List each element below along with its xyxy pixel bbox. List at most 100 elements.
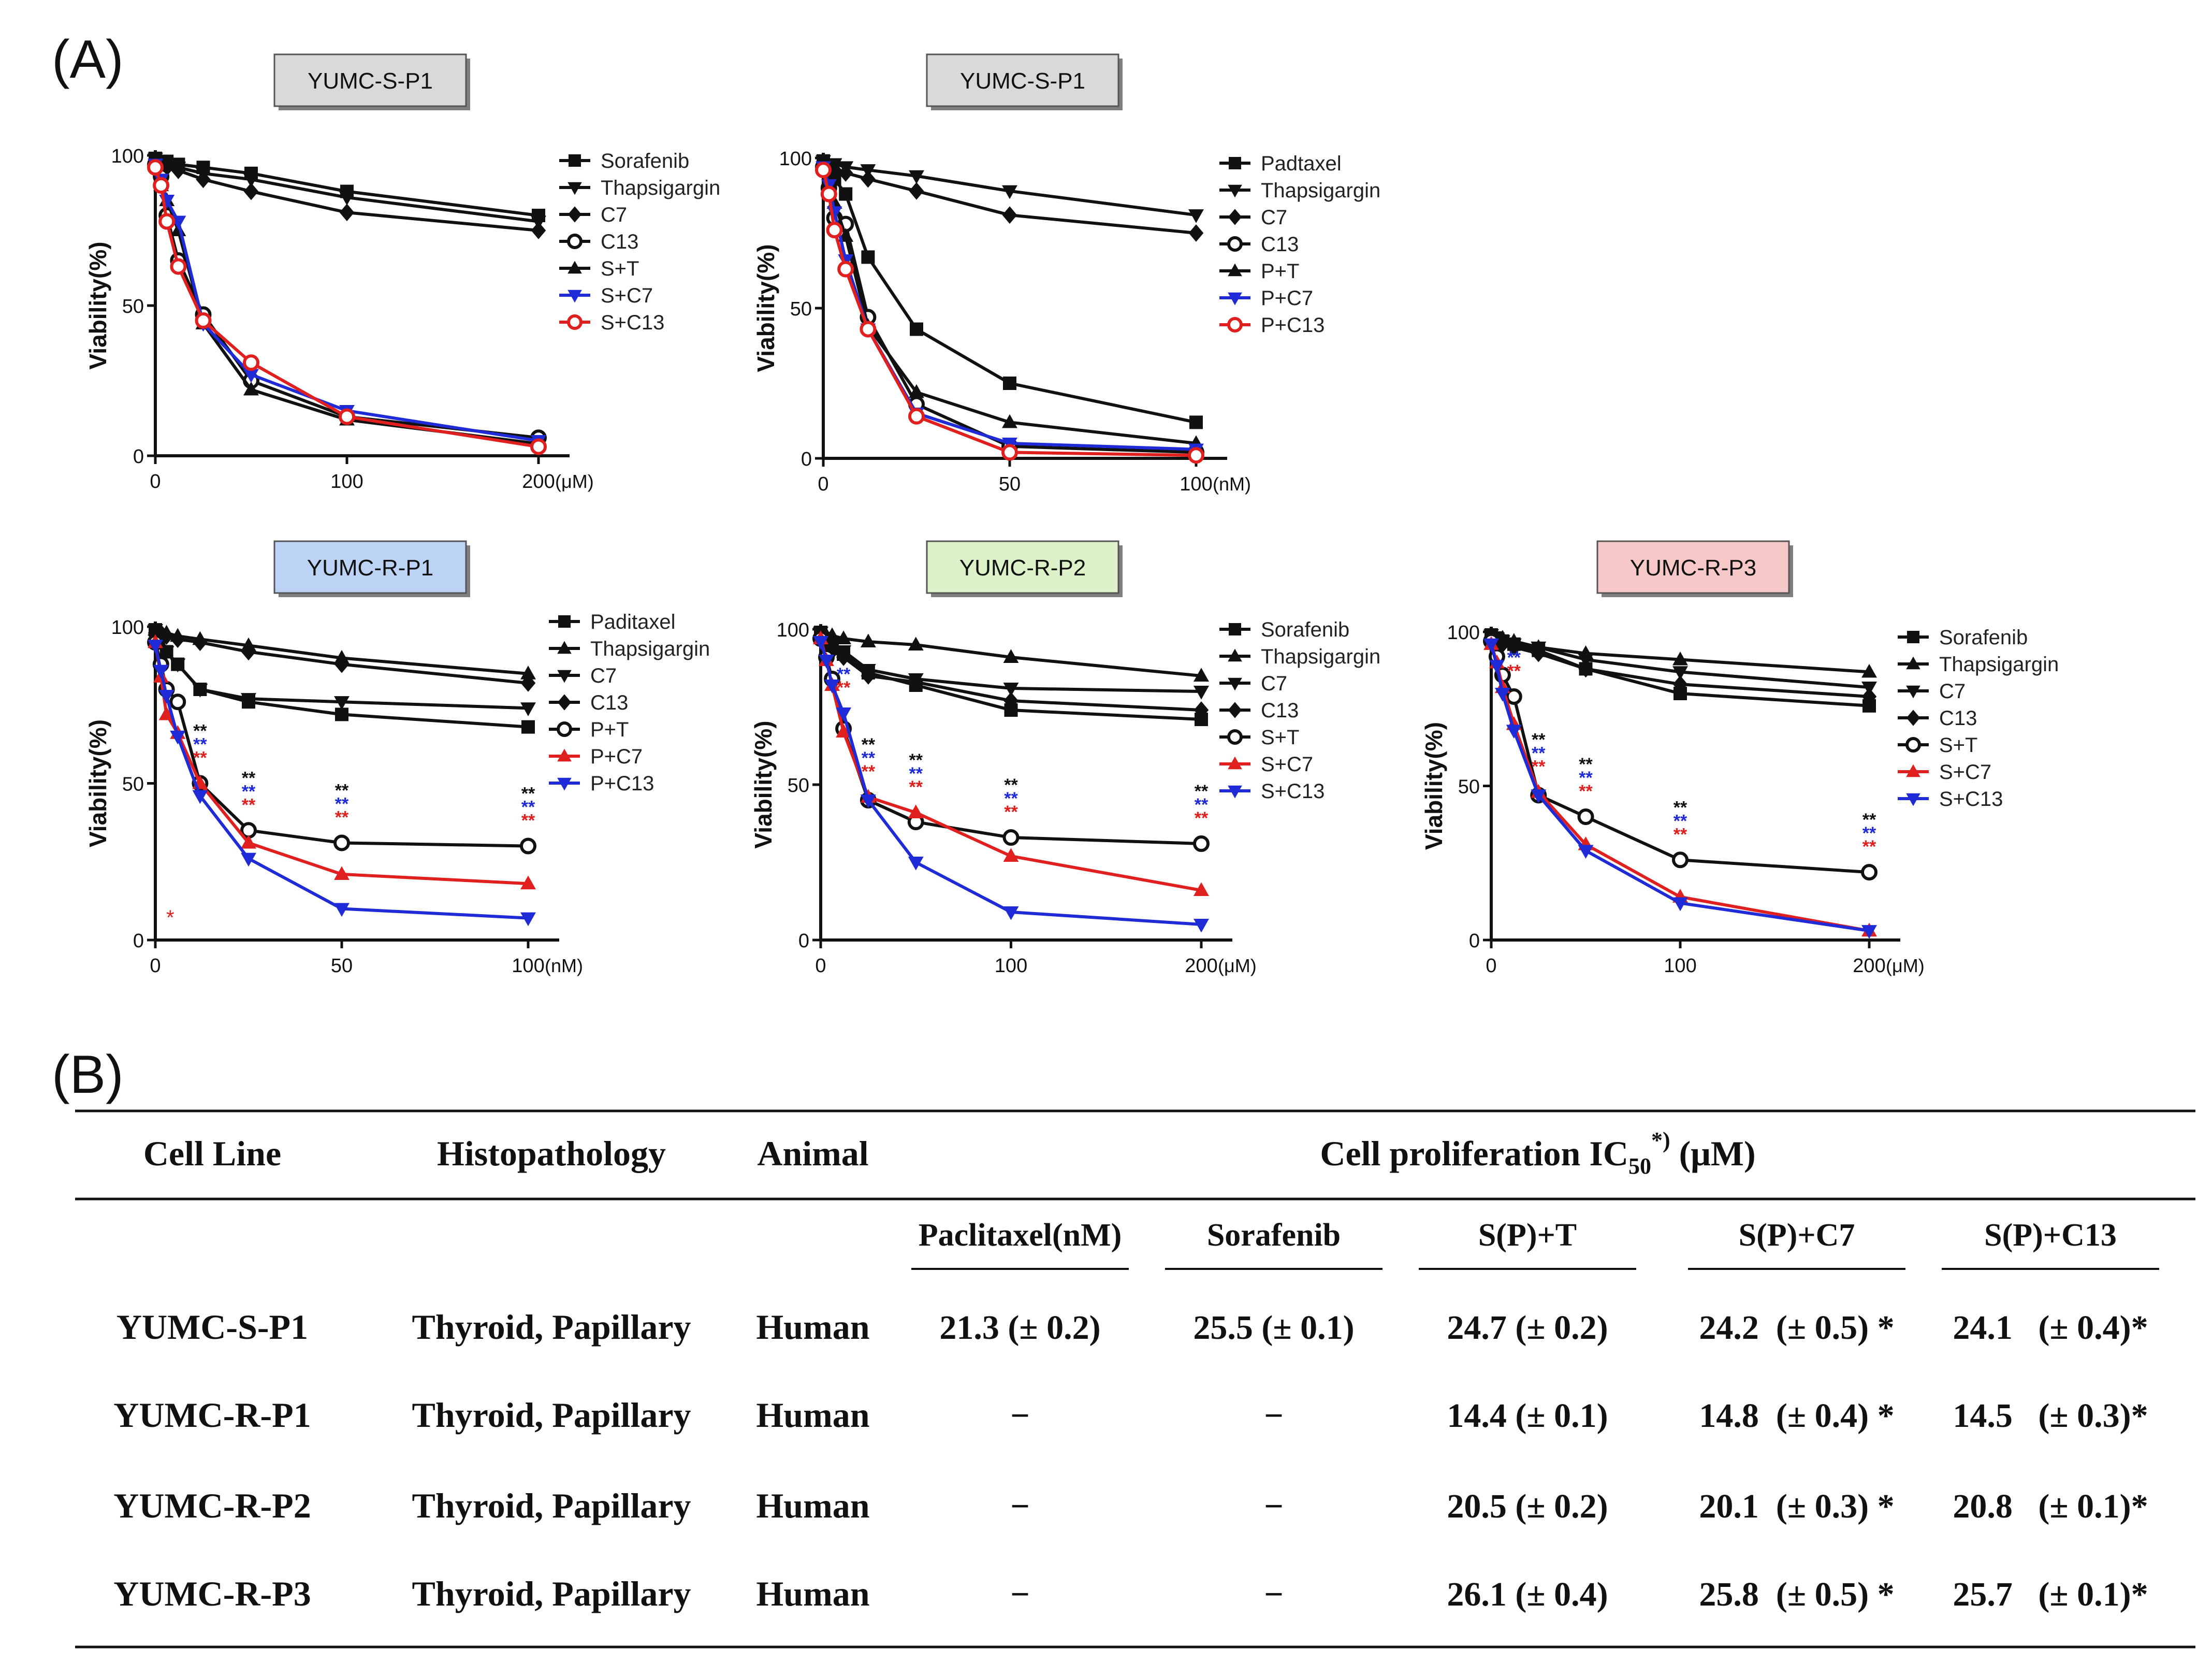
data-point	[1578, 845, 1594, 859]
significance-mark: **	[1673, 811, 1687, 831]
data-point	[1506, 725, 1522, 739]
legend-marker	[1229, 623, 1241, 635]
data-point	[1194, 918, 1209, 933]
chart-title-box	[273, 53, 467, 107]
legend-item: Sorafenib	[1219, 618, 1349, 641]
series-p-c13	[815, 162, 1204, 464]
legend-label: C13	[590, 691, 628, 714]
legend-label: C7	[1261, 206, 1287, 229]
significance-mark: **	[335, 794, 349, 814]
data-point	[531, 222, 546, 239]
data-point	[1531, 644, 1546, 662]
significance-mark: **	[521, 798, 535, 817]
data-point	[861, 170, 876, 188]
header-ic50-prefix: Cell proliferation IC	[1320, 1134, 1628, 1173]
significance-mark: **	[1862, 837, 1876, 857]
data-point	[333, 834, 350, 851]
legend-label: Sorafenib	[1261, 618, 1349, 641]
significance-mark: **	[1532, 757, 1546, 776]
legend-marker	[1227, 236, 1243, 252]
animal-cell: Human	[756, 1307, 869, 1347]
significance-mark: **	[1507, 648, 1521, 668]
legend-label: S+T	[1939, 734, 1977, 757]
data-point	[1194, 701, 1209, 719]
significance-mark: **	[1195, 795, 1209, 815]
legend-marker	[1906, 685, 1920, 699]
histopathology-cell: Thyroid, Papillary	[412, 1574, 691, 1613]
legend-label: Thapsigargin	[1939, 653, 2059, 676]
significance-mark: *	[166, 906, 174, 929]
legend-marker	[1228, 648, 1242, 662]
chart-title-box	[273, 540, 467, 594]
legend-item: S+C13	[1219, 780, 1325, 803]
legend-label: S+T	[1261, 726, 1299, 749]
data-point	[170, 258, 187, 275]
legend-item: C7	[1219, 206, 1287, 229]
legend-item: P+C13	[1219, 314, 1325, 337]
table-row: YUMC-R-P2 Thyroid, Papillary Human − − 20.5 (…	[113, 1486, 2148, 1525]
x-tick-label: 200	[1853, 955, 1885, 977]
data-point	[520, 912, 536, 927]
data-point	[192, 683, 208, 698]
data-point	[1188, 224, 1204, 242]
legend-label: S+C7	[1939, 761, 1991, 784]
cell-line-name: YUMC-R-P1	[113, 1395, 311, 1435]
legend-item: C7	[559, 204, 627, 226]
legend-marker	[1906, 656, 1920, 670]
cell-line-name: YUMC-R-P3	[113, 1574, 311, 1613]
data-point	[520, 666, 536, 680]
data-point	[909, 182, 924, 200]
legend-label: P+C13	[1261, 314, 1325, 337]
data-point	[839, 187, 853, 201]
data-point	[860, 321, 877, 338]
ic50-value-cell: −	[1264, 1487, 1284, 1525]
data-point	[1578, 660, 1593, 678]
data-point	[1188, 447, 1204, 464]
y-tick-label: 100	[779, 148, 812, 170]
legend-item: C13	[1219, 699, 1299, 722]
data-point	[861, 667, 876, 685]
chart-title-box	[1596, 540, 1790, 594]
header-ic50-unit: (μM)	[1670, 1134, 1756, 1173]
data-point	[243, 182, 259, 200]
legend-label: P+C7	[590, 745, 643, 768]
ic50-value-cell: −	[1264, 1576, 1284, 1613]
y-tick-label: 0	[133, 446, 144, 468]
data-point	[158, 213, 176, 230]
significance-mark: **	[242, 768, 256, 788]
significance-mark: **	[1507, 661, 1521, 681]
data-point	[908, 804, 924, 819]
legend-label: Thapsigargin	[590, 638, 710, 660]
data-point	[192, 790, 208, 804]
animal-cell: Human	[756, 1395, 869, 1435]
ic50-value-cell: 25.7 (± 0.1)*	[1953, 1576, 2148, 1613]
data-point	[1194, 882, 1209, 897]
data-point	[1189, 415, 1203, 429]
series-s-c13	[147, 159, 547, 455]
data-point	[1002, 414, 1017, 428]
x-tick-label: 0	[818, 473, 828, 495]
legend-marker	[557, 694, 572, 711]
x-tick-label: 50	[999, 473, 1021, 495]
data-point	[241, 643, 256, 661]
y-tick-label: 0	[133, 930, 144, 952]
legend-label: C7	[1939, 680, 1966, 703]
table-row: YUMC-S-P1 Thyroid, Papillary Human 21.3 (± …	[117, 1307, 2148, 1347]
animal-cell: Human	[756, 1486, 869, 1525]
header-ic50: Cell proliferation IC50*) (μM)	[1320, 1128, 1755, 1179]
significance-mark: **	[1862, 823, 1876, 843]
ic50-table: Cell Line Histopathology Animal Cell pro…	[75, 1109, 2195, 1649]
legend-item: C13	[1219, 233, 1299, 256]
chart-title: YUMC-S-P1	[308, 68, 433, 94]
significance-mark: **	[1673, 798, 1687, 817]
ic50-value-cell: 26.1 (± 0.4)	[1447, 1576, 1608, 1613]
data-point	[1672, 897, 1688, 912]
data-point	[243, 381, 259, 396]
data-point	[815, 162, 832, 179]
x-tick-label: 100	[1664, 955, 1696, 977]
y-tick-label: 0	[798, 930, 809, 952]
data-point	[1672, 651, 1688, 666]
ic50-value-cell: 21.3 (± 0.2)	[939, 1309, 1100, 1347]
data-point	[159, 627, 174, 645]
